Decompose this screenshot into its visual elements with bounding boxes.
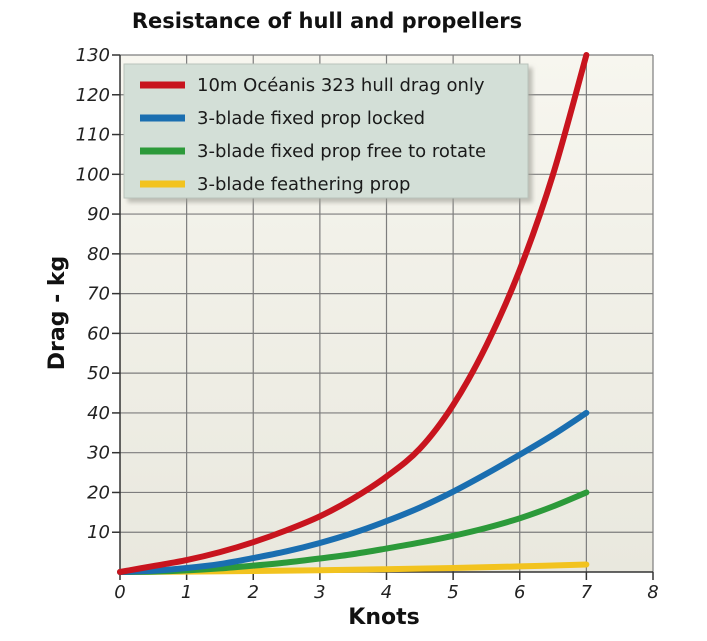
y-tick-label: 60 <box>87 323 110 344</box>
y-tick-label: 10 <box>87 522 110 543</box>
y-tick-label: 100 <box>76 164 110 185</box>
legend-box <box>123 63 529 199</box>
y-tick-label: 120 <box>76 85 110 106</box>
y-tick-label: 130 <box>76 45 110 66</box>
series-line-fixed-prop-locked <box>117 409 590 575</box>
y-tick-label: 110 <box>76 125 110 146</box>
y-axis-label: Drag - kg <box>45 256 70 371</box>
x-tick-label: 7 <box>581 582 593 603</box>
x-tick-label: 3 <box>314 582 325 603</box>
y-tick-label: 80 <box>87 244 110 265</box>
y-tick-label: 90 <box>87 204 110 225</box>
legend-label-free: 3-blade fixed prop free to rotate <box>197 141 486 162</box>
y-tick-label: 30 <box>87 443 110 464</box>
y-tick-label: 20 <box>87 482 110 503</box>
series-line-hull-drag <box>117 52 590 575</box>
chart-title: Resistance of hull and propellers <box>132 9 522 33</box>
y-tick-label: 50 <box>87 363 110 384</box>
x-tick-label: 0 <box>114 582 125 603</box>
y-tick-label: 70 <box>87 284 110 305</box>
x-axis-label: Knots <box>348 605 419 630</box>
y-tick-label: 40 <box>87 403 110 424</box>
x-tick-label: 6 <box>514 582 525 603</box>
legend-label-hull: 10m Océanis 323 hull drag only <box>197 75 485 96</box>
x-tick-label: 2 <box>248 582 259 603</box>
x-tick-labels: 0 1 2 3 4 5 6 7 8 <box>114 572 659 603</box>
y-tick-labels: 10 20 30 40 50 60 70 80 90 100 110 120 130 <box>76 45 120 543</box>
x-tick-label: 1 <box>181 582 192 603</box>
legend-label-locked: 3-blade fixed prop locked <box>197 108 425 129</box>
x-tick-label: 5 <box>447 582 458 603</box>
x-tick-label: 8 <box>647 582 658 603</box>
x-tick-label: 4 <box>381 582 392 603</box>
legend: 10m Océanis 323 hull drag only 3-blade f… <box>123 63 529 199</box>
series-lines <box>117 52 590 575</box>
legend-label-feathering: 3-blade feathering prop <box>197 174 410 195</box>
